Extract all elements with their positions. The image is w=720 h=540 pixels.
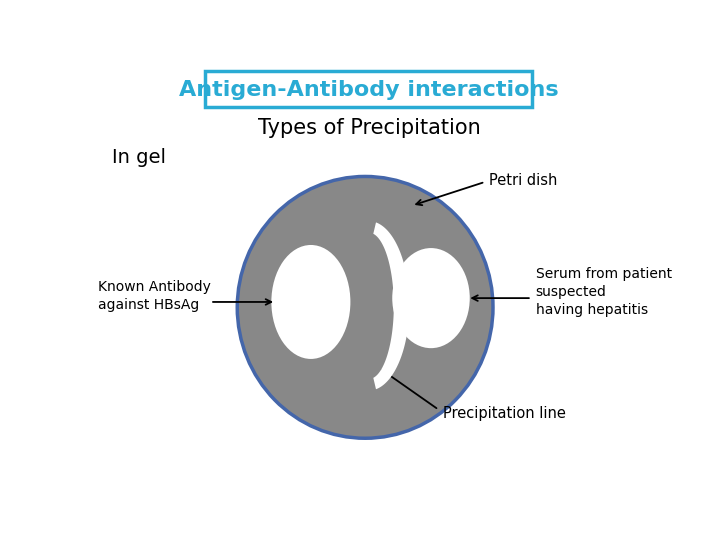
Text: Types of Precipitation: Types of Precipitation [258,118,480,138]
Text: In gel: In gel [112,148,166,167]
Ellipse shape [271,245,351,359]
Text: Precipitation line: Precipitation line [443,406,565,421]
Text: Antigen-Antibody interactions: Antigen-Antibody interactions [179,80,559,100]
Ellipse shape [392,248,469,348]
Text: Serum from patient
suspected
having hepatitis: Serum from patient suspected having hepa… [536,267,672,318]
FancyBboxPatch shape [204,71,532,107]
Text: Petri dish: Petri dish [489,173,557,188]
Text: Known Antibody
against HBsAg: Known Antibody against HBsAg [98,280,211,312]
Polygon shape [373,222,409,389]
Ellipse shape [238,177,493,438]
